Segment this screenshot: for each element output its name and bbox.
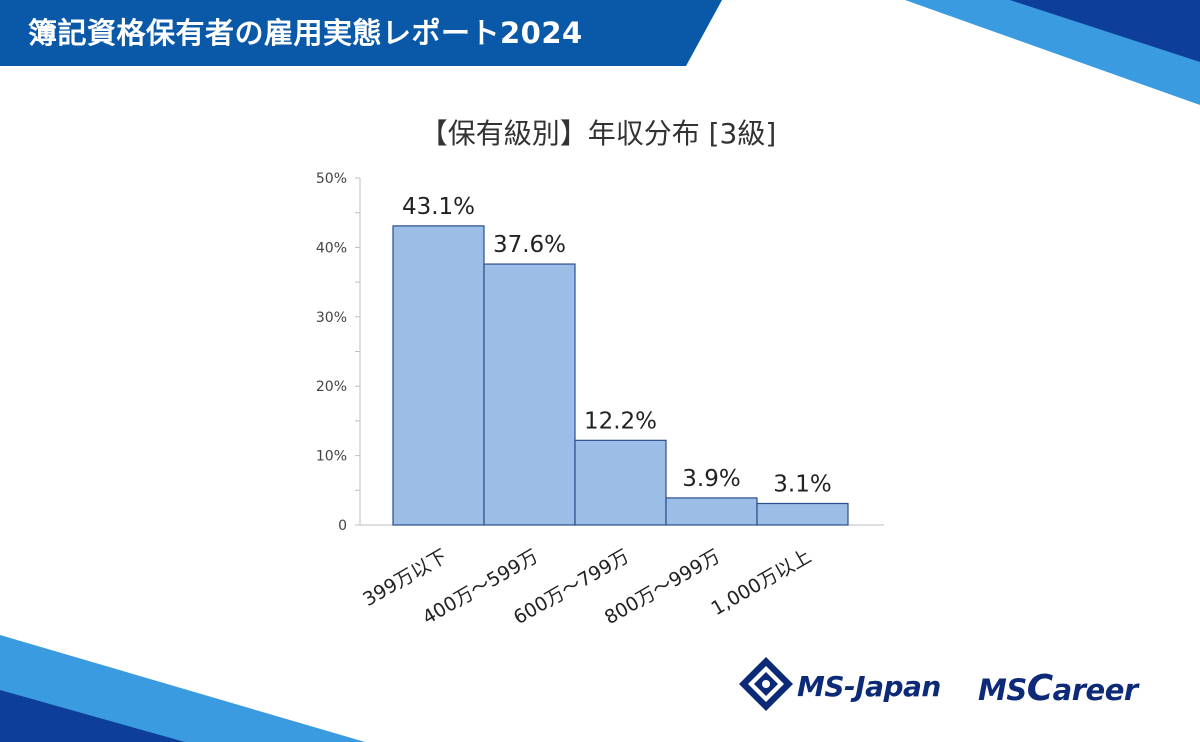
bar [756,502,849,526]
ms-career-logo-prefix: MS [978,673,1027,707]
y-tick-label: 50% [316,171,347,187]
bar-value-label: 37.6% [493,232,566,258]
bar [665,497,758,526]
x-category-label: 1,000万以上 [708,545,815,620]
bar [574,439,667,526]
ms-career-logo: MSCareer [978,668,1138,709]
y-tick-label: 30% [316,310,347,326]
y-tick-label: 0 [338,518,347,534]
bar [483,263,576,526]
y-tick-label: 40% [316,240,347,256]
bottom-left-stripe-dark [0,690,185,742]
header-title: 簿記資格保有者の雇用実態レポート2024 [28,16,583,50]
y-tick-label: 10% [316,449,347,465]
ms-japan-logo-text: MS-Japan [797,670,941,703]
ms-career-logo-rest: areer [1052,673,1139,707]
chart-title: 【保有級別】年収分布 [3級] [420,117,777,150]
top-right-stripe-dark [1010,0,1200,62]
y-tick-label: 20% [316,379,347,395]
ms-japan-logo-mark [739,657,793,711]
bottom-left-stripe-light [0,635,365,742]
header-banner [0,0,722,66]
bar-value-label: 3.9% [682,466,740,492]
ms-career-logo-c: C [1026,668,1053,709]
bar-value-label: 43.1% [402,194,475,220]
bar-value-label: 12.2% [584,408,657,434]
bars [392,225,849,526]
bar-value-label: 3.1% [773,471,831,497]
bar [392,225,485,526]
